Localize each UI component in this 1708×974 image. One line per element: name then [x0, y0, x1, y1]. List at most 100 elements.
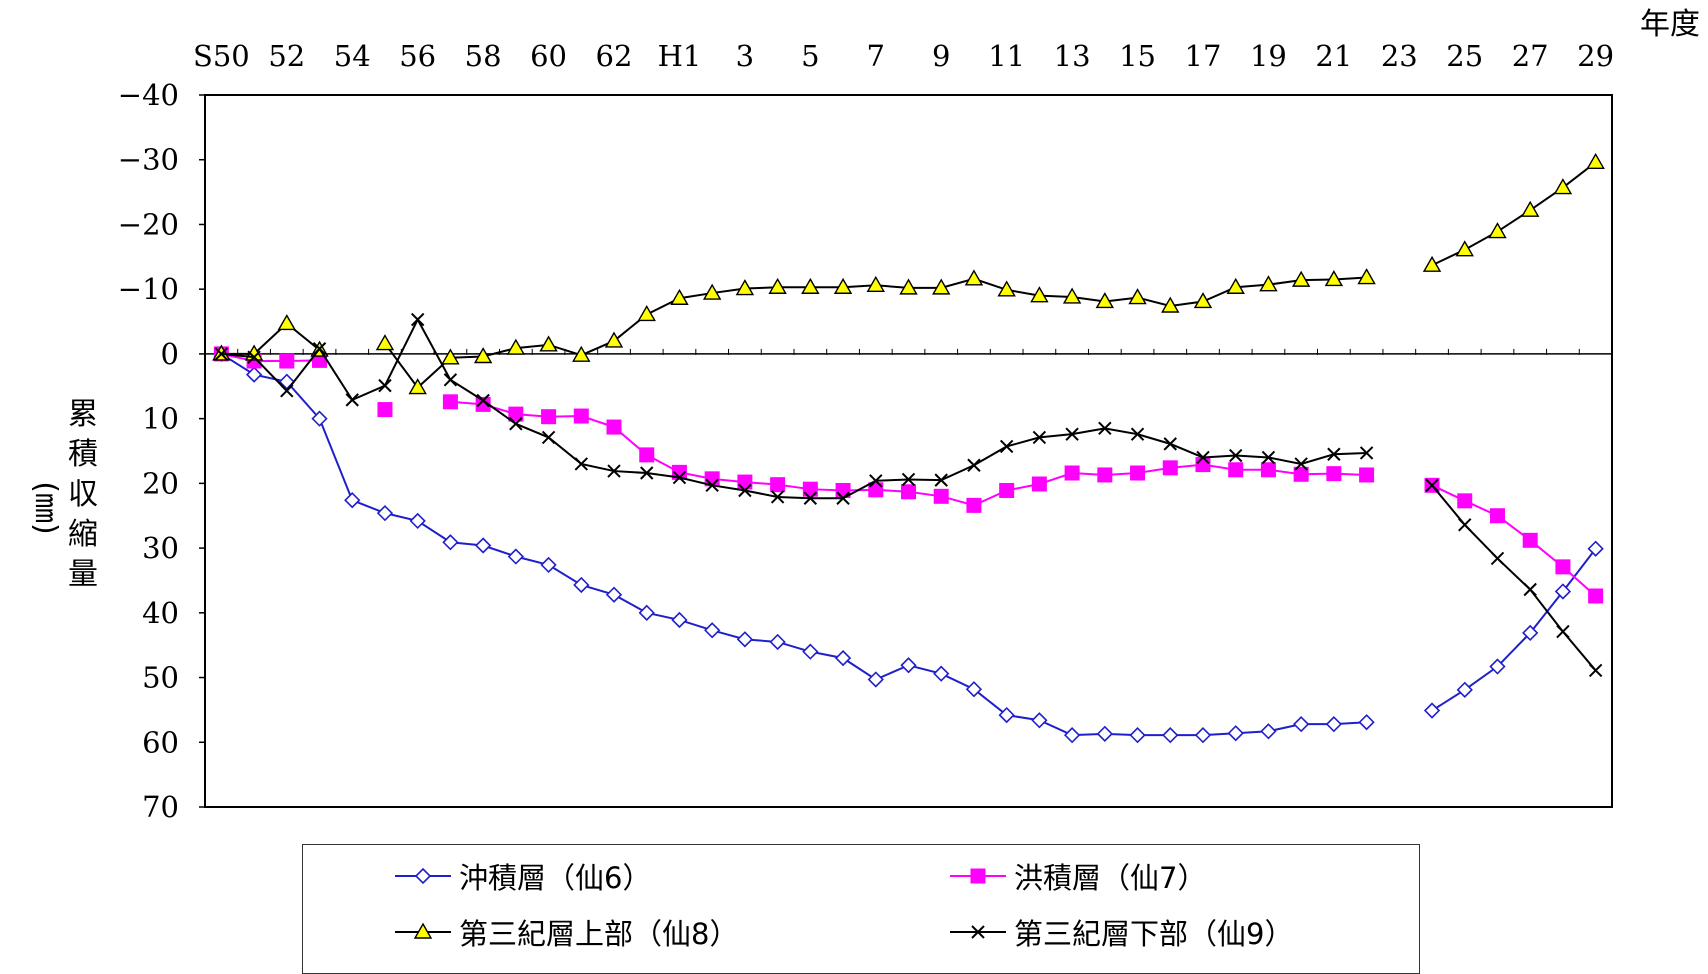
data-point — [1458, 518, 1472, 532]
x-tick-label: 54 — [334, 39, 371, 73]
data-point — [1128, 288, 1147, 305]
data-point — [671, 611, 688, 629]
legend-label-tertiary-upper: 第三紀層上部（仙8） — [459, 917, 739, 951]
legend-item-tertiary-upper: 第三紀層上部（仙8） — [393, 907, 738, 957]
x-tick-label: 9 — [932, 39, 950, 73]
data-point — [1229, 448, 1243, 463]
data-point — [1130, 427, 1145, 441]
data-point — [1489, 508, 1505, 524]
data-point — [1456, 681, 1473, 698]
y-tick-label: 60 — [142, 725, 179, 759]
data-point — [1063, 727, 1081, 744]
y-tick-label: −30 — [118, 143, 179, 177]
data-point — [1260, 462, 1276, 478]
data-point — [967, 458, 981, 472]
data-point — [607, 464, 621, 478]
series-3 — [214, 312, 1603, 678]
data-point — [1522, 532, 1538, 548]
data-point — [541, 409, 557, 425]
data-point — [1489, 658, 1506, 675]
data-point — [1031, 712, 1048, 729]
data-point — [1291, 270, 1311, 287]
legend-item-alluvium: 沖積層（仙6） — [393, 851, 651, 901]
data-point — [441, 348, 460, 365]
data-point — [702, 283, 722, 300]
data-point — [1293, 716, 1310, 733]
data-point — [573, 576, 590, 594]
data-point — [1259, 275, 1278, 292]
data-point — [964, 269, 984, 286]
data-point — [933, 665, 950, 682]
y-axis-title-char: 縮 — [68, 517, 98, 552]
data-point — [833, 277, 853, 294]
x-tick-label: 27 — [1512, 39, 1549, 73]
data-point — [410, 312, 425, 327]
data-point — [1553, 178, 1573, 195]
data-point — [770, 477, 786, 493]
data-point — [605, 586, 623, 603]
data-point — [408, 378, 427, 395]
x-tick-label: 56 — [399, 39, 436, 73]
data-point — [541, 430, 556, 445]
x-axis-unit-label: 年度 — [1640, 7, 1700, 42]
x-tick-label: 21 — [1315, 39, 1352, 73]
data-point — [443, 373, 458, 387]
data-point — [245, 366, 263, 383]
data-point — [247, 350, 261, 364]
y-tick-label: 10 — [142, 402, 179, 436]
data-point — [735, 279, 755, 296]
data-point — [1098, 421, 1112, 436]
data-point — [934, 473, 948, 487]
data-point — [966, 497, 982, 513]
legend-swatch-marker — [970, 868, 986, 884]
data-point — [802, 481, 818, 497]
y-axis-title-char: 収 — [68, 477, 98, 512]
data-point — [312, 342, 327, 356]
data-point — [1161, 296, 1180, 313]
data-point — [442, 534, 459, 551]
x-tick-label: 60 — [530, 39, 567, 73]
data-point — [867, 671, 884, 688]
data-point — [311, 410, 328, 427]
legend-item-tertiary-lower: 第三紀層下部（仙9） — [948, 907, 1293, 957]
data-point — [802, 643, 819, 660]
data-point — [738, 483, 752, 498]
data-point — [572, 345, 591, 362]
data-point — [378, 378, 392, 393]
data-point — [279, 353, 295, 369]
data-point — [999, 482, 1015, 498]
x-tick-label: 29 — [1577, 39, 1614, 73]
x-tick-label: 52 — [268, 39, 305, 73]
data-point — [932, 278, 951, 295]
data-point — [999, 439, 1014, 454]
data-point — [736, 631, 754, 648]
data-point — [672, 470, 687, 485]
y-tick-label: 20 — [142, 466, 179, 500]
data-point — [638, 604, 655, 621]
data-point — [1586, 152, 1605, 170]
data-point — [1196, 450, 1210, 465]
series-1 — [213, 346, 1604, 604]
data-point — [769, 633, 786, 651]
data-point — [375, 334, 395, 351]
data-point — [1423, 702, 1441, 719]
x-tick-label: 17 — [1185, 39, 1222, 73]
data-point — [1096, 725, 1113, 742]
data-point — [1162, 460, 1178, 476]
data-point — [1194, 727, 1212, 744]
data-point — [1227, 725, 1244, 742]
data-point — [442, 394, 458, 410]
data-point — [1065, 427, 1079, 441]
data-point — [1193, 292, 1213, 309]
legend-swatch-marker — [413, 922, 433, 939]
data-point — [473, 347, 493, 364]
data-point — [1325, 716, 1343, 733]
data-point — [280, 384, 294, 398]
data-point — [1359, 446, 1374, 460]
x-axis-ticks: S50 52 54 56 58 60 62 H1 3 5 7 9 11 13 15 17 19 21 23 25 27 2… — [193, 39, 1614, 73]
data-point — [836, 491, 850, 505]
series-line — [220, 353, 1367, 737]
data-point — [1555, 559, 1571, 575]
data-point — [998, 706, 1015, 724]
data-point — [508, 406, 524, 422]
